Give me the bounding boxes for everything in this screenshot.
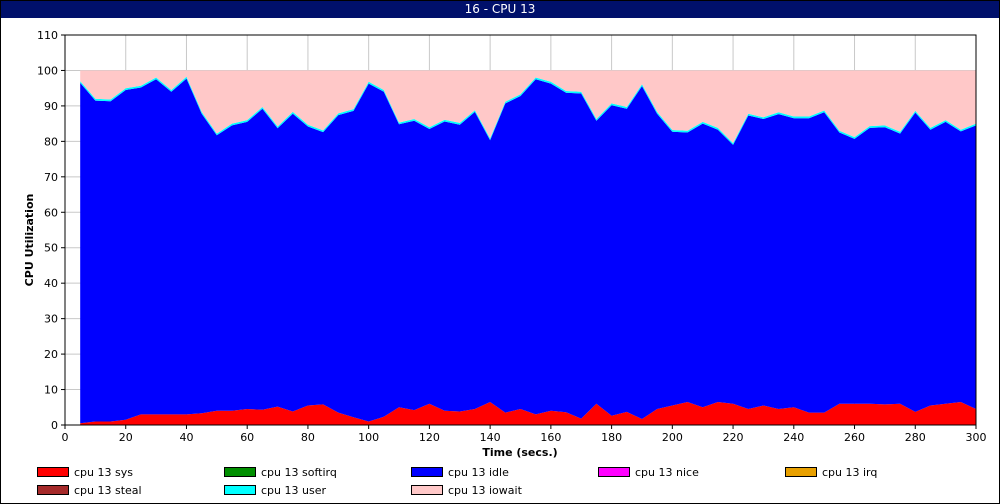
x-tick-label: 140 (480, 431, 501, 444)
legend-swatch (411, 485, 443, 495)
y-tick-label: 10 (44, 384, 58, 397)
legend-swatch (785, 467, 817, 477)
x-tick-label: 120 (419, 431, 440, 444)
legend-swatch (598, 467, 630, 477)
legend-swatch (224, 485, 256, 495)
y-axis-ticks: 0 10 20 30 40 50 60 70 80 90 100 110 (37, 29, 65, 432)
y-axis-label: CPU Utilization (23, 194, 36, 287)
window-title: 16 - CPU 13 (1, 1, 999, 18)
series-area-cpu-13-idle (80, 78, 976, 424)
legend-label: cpu 13 user (261, 484, 326, 497)
legend-label: cpu 13 sys (74, 466, 133, 479)
y-tick-label: 80 (44, 135, 58, 148)
x-tick-label: 260 (844, 431, 865, 444)
plot-border (64, 34, 977, 426)
legend-label: cpu 13 irq (822, 466, 878, 479)
legend-item-cpu-13-steal: cpu 13 steal (37, 484, 142, 498)
legend-item-cpu-13-sys: cpu 13 sys (37, 466, 133, 480)
x-tick-label: 100 (358, 431, 379, 444)
legend-label: cpu 13 nice (635, 466, 699, 479)
series-area-cpu-13-sys (80, 402, 976, 425)
x-axis-label: Time (secs.) (482, 446, 557, 459)
y-tick-label: 70 (44, 171, 58, 184)
legend-item-cpu-13-irq: cpu 13 irq (785, 466, 877, 480)
legend-item-cpu-13-softirq: cpu 13 softirq (224, 466, 337, 480)
legend-item-cpu-13-iowait: cpu 13 iowait (411, 484, 522, 498)
series-area-cpu-13-user (80, 76, 976, 145)
legend-item-cpu-13-user: cpu 13 user (224, 484, 326, 498)
x-tick-label: 20 (119, 431, 133, 444)
legend-item-cpu-13-nice: cpu 13 nice (598, 466, 699, 480)
legend-label: cpu 13 iowait (448, 484, 522, 497)
legend: cpu 13 sys cpu 13 softirq cpu 13 idle cpu 1… (0, 462, 1000, 504)
legend-swatch (411, 467, 443, 477)
x-axis-ticks: 0 20 40 60 80 100 120 140 160 180 200 220 240 260 280 3… (62, 425, 987, 444)
x-tick-label: 240 (783, 431, 804, 444)
x-tick-label: 280 (905, 431, 926, 444)
y-tick-label: 30 (44, 313, 58, 326)
x-tick-label: 40 (179, 431, 193, 444)
x-tick-label: 200 (662, 431, 683, 444)
cpu-utilization-chart: 0 20 40 60 80 100 120 140 160 180 200 220 240 260 280 3… (23, 29, 987, 459)
y-tick-label: 100 (37, 64, 58, 77)
legend-swatch (224, 467, 256, 477)
y-tick-label: 40 (44, 277, 58, 290)
x-tick-label: 160 (540, 431, 561, 444)
legend-item-cpu-13-idle: cpu 13 idle (411, 466, 509, 480)
x-tick-label: 300 (966, 431, 987, 444)
y-tick-label: 0 (51, 419, 58, 432)
legend-label: cpu 13 idle (448, 466, 509, 479)
legend-label: cpu 13 steal (74, 484, 142, 497)
x-tick-label: 180 (601, 431, 622, 444)
x-tick-label: 60 (240, 431, 254, 444)
series-area-cpu-13-iowait (80, 70, 976, 144)
y-tick-label: 60 (44, 206, 58, 219)
y-tick-label: 90 (44, 100, 58, 113)
legend-swatch (37, 485, 69, 495)
legend-label: cpu 13 softirq (261, 466, 337, 479)
y-tick-label: 110 (37, 29, 58, 42)
y-tick-label: 50 (44, 242, 58, 255)
y-tick-label: 20 (44, 348, 58, 361)
x-tick-label: 0 (62, 431, 69, 444)
series-areas (80, 70, 976, 425)
legend-swatch (37, 467, 69, 477)
x-tick-label: 80 (301, 431, 315, 444)
x-tick-label: 220 (723, 431, 744, 444)
